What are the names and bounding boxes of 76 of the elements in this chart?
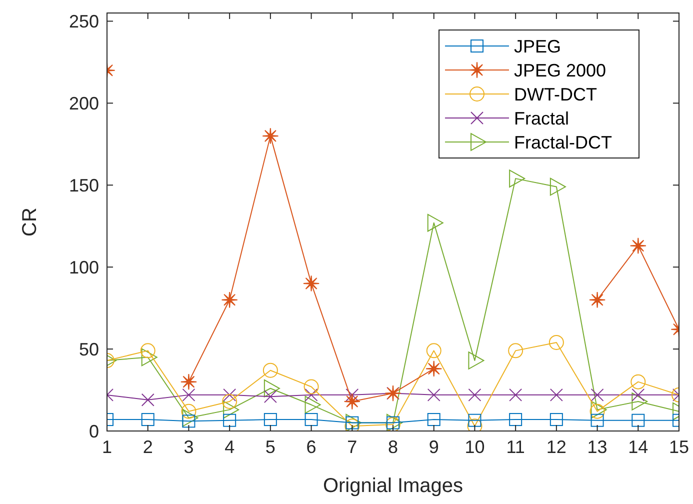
y-tick-label: 50 <box>78 339 99 360</box>
y-tick-label: 250 <box>68 11 99 32</box>
point <box>141 393 154 406</box>
x-tick-label: 8 <box>388 437 398 457</box>
point <box>180 374 198 390</box>
point <box>223 400 240 419</box>
point <box>550 388 563 402</box>
point <box>590 404 605 419</box>
point <box>264 379 280 398</box>
point <box>264 390 277 404</box>
point <box>222 394 238 409</box>
x-tick-label: 2 <box>142 437 153 457</box>
point <box>262 362 278 378</box>
point <box>509 388 522 402</box>
point <box>588 292 606 308</box>
point <box>548 334 564 350</box>
point <box>426 343 442 358</box>
point <box>590 388 604 402</box>
x-tick-label: 1 <box>102 437 112 457</box>
point <box>550 178 566 196</box>
x-tick-label: 7 <box>347 437 358 457</box>
legend-label: DWT-DCT <box>514 84 597 104</box>
x-tick-label: 12 <box>546 437 566 457</box>
point <box>304 396 321 414</box>
point <box>426 360 442 378</box>
point <box>262 128 279 144</box>
legend-label: Fractal <box>514 108 570 128</box>
point <box>509 170 526 188</box>
point <box>468 388 482 402</box>
point <box>223 388 236 402</box>
point <box>304 413 318 426</box>
y-tick-label: 150 <box>68 175 99 196</box>
legend-label: JPEG <box>514 36 562 56</box>
point <box>509 413 522 426</box>
point <box>468 414 482 427</box>
x-tick-label: 5 <box>265 437 276 457</box>
point <box>304 388 318 402</box>
y-tick-label: 0 <box>88 421 99 442</box>
point <box>302 275 320 292</box>
point <box>632 414 645 427</box>
point <box>344 393 360 410</box>
point <box>468 352 484 370</box>
x-tick-label: 13 <box>587 437 608 457</box>
legend-label: JPEG 2000 <box>514 60 606 80</box>
point <box>181 404 196 419</box>
point <box>223 414 236 427</box>
x-tick-label: 15 <box>668 437 690 457</box>
x-tick-label: 9 <box>428 437 439 457</box>
x-tick-label: 11 <box>506 437 525 457</box>
y-axis-title: CR <box>19 208 41 236</box>
point <box>590 414 604 427</box>
point <box>427 388 440 402</box>
point <box>590 400 607 419</box>
point <box>182 388 196 402</box>
legend-label: Fractal-DCT <box>514 132 612 152</box>
point <box>508 343 524 358</box>
x-axis-title: Orignial Images <box>322 475 464 497</box>
point <box>264 413 277 426</box>
x-tick-label: 14 <box>628 437 648 457</box>
point <box>630 374 646 390</box>
point <box>141 348 158 366</box>
point <box>427 214 444 232</box>
point <box>221 292 238 308</box>
point <box>141 413 154 426</box>
x-tick-label: 3 <box>184 437 194 457</box>
x-tick-label: 6 <box>306 437 316 457</box>
point <box>550 413 563 426</box>
point <box>427 413 440 426</box>
y-tick-label: 200 <box>68 93 99 114</box>
point <box>140 343 156 358</box>
point <box>632 392 648 410</box>
point <box>630 237 646 254</box>
x-tick-label: 10 <box>464 437 485 457</box>
point <box>304 379 319 394</box>
y-tick-label: 100 <box>68 257 99 278</box>
x-tick-label: 4 <box>224 437 235 457</box>
